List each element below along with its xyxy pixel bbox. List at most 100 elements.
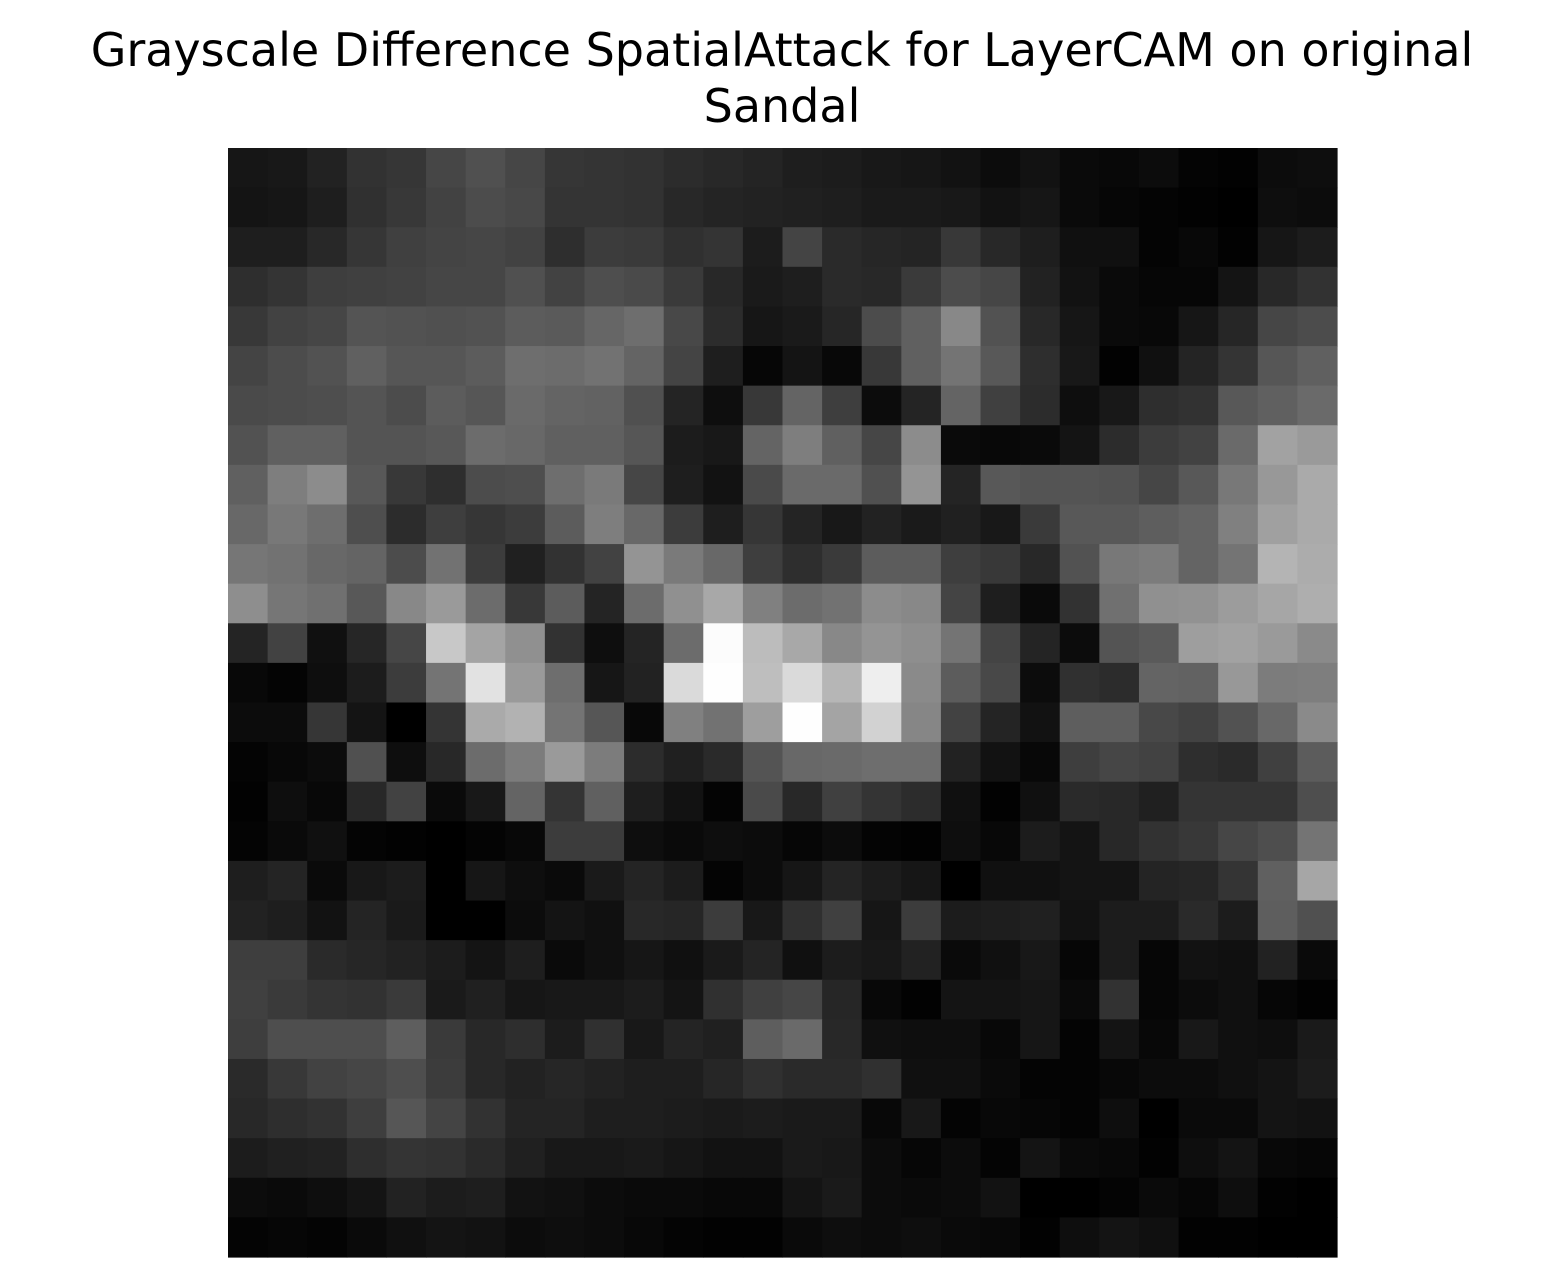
heatmap-cell-r9-c9	[584, 504, 625, 545]
heatmap-cell-r15-c23	[1138, 742, 1180, 783]
heatmap-cell-r22-c7	[505, 1019, 546, 1060]
heatmap-cell-r19-c8	[544, 900, 586, 941]
heatmap-cell-r18-c5	[426, 860, 467, 902]
heatmap-cell-r17-c2	[307, 821, 348, 862]
heatmap-cell-r26-c3	[346, 1177, 388, 1218]
heatmap-cell-r0-c18	[940, 148, 982, 189]
heatmap-cell-r12-c15	[822, 623, 863, 664]
chart-title: Grayscale Difference SpatialAttack for L…	[0, 22, 1564, 134]
heatmap-cell-r6-c6	[465, 385, 506, 426]
heatmap-cell-r10-c6	[465, 544, 506, 585]
heatmap-cell-r18-c13	[742, 860, 784, 902]
heatmap-cell-r1-c16	[861, 187, 902, 228]
heatmap-cell-r21-c20	[1020, 979, 1061, 1020]
heatmap-cell-r2-c22	[1099, 227, 1140, 268]
heatmap-cell-r24-c25	[1218, 1098, 1259, 1139]
heatmap-cell-r1-c9	[584, 187, 625, 228]
heatmap-cell-r8-c13	[742, 464, 784, 506]
heatmap-cell-r3-c25	[1218, 266, 1259, 308]
heatmap-cell-r12-c26	[1257, 623, 1298, 664]
heatmap-cell-r11-c26	[1257, 583, 1298, 624]
heatmap-cell-r8-c25	[1218, 464, 1259, 506]
heatmap-cell-r12-c2	[307, 623, 348, 664]
heatmap-cell-r20-c15	[822, 940, 863, 981]
heatmap-cell-r17-c19	[980, 821, 1021, 862]
heatmap-cell-r5-c0	[228, 346, 269, 387]
heatmap-cell-r17-c20	[1020, 821, 1061, 862]
heatmap-cell-r11-c15	[822, 583, 863, 624]
heatmap-cell-r13-c23	[1138, 662, 1180, 704]
heatmap-cell-r25-c3	[346, 1138, 388, 1179]
heatmap-cell-r4-c6	[465, 306, 506, 347]
heatmap-cell-r27-c26	[1257, 1217, 1298, 1258]
heatmap-cell-r11-c25	[1218, 583, 1259, 624]
heatmap-cell-r6-c21	[1059, 385, 1100, 426]
heatmap-cell-r0-c27	[1297, 148, 1338, 189]
heatmap-cell-r20-c10	[624, 940, 665, 981]
heatmap-cell-r25-c22	[1099, 1138, 1140, 1179]
heatmap-cell-r22-c19	[980, 1019, 1021, 1060]
heatmap-cell-r2-c18	[940, 227, 982, 268]
heatmap-cell-r27-c6	[465, 1217, 506, 1258]
heatmap-cell-r3-c22	[1099, 266, 1140, 308]
heatmap-cell-r7-c27	[1297, 425, 1338, 466]
heatmap-cell-r25-c24	[1178, 1138, 1219, 1179]
heatmap-cell-r23-c22	[1099, 1058, 1140, 1100]
heatmap-cell-r24-c27	[1297, 1098, 1338, 1139]
heatmap-cell-r10-c19	[980, 544, 1021, 585]
heatmap-cell-r6-c0	[228, 385, 269, 426]
heatmap-cell-r11-c1	[267, 583, 308, 624]
heatmap-cell-r13-c19	[980, 662, 1021, 704]
heatmap-cell-r7-c24	[1178, 425, 1219, 466]
heatmap-cell-r19-c15	[822, 900, 863, 941]
heatmap-cell-r19-c27	[1297, 900, 1338, 941]
heatmap-cell-r3-c11	[663, 266, 704, 308]
heatmap-cell-r9-c23	[1138, 504, 1180, 545]
heatmap-cell-r18-c23	[1138, 860, 1180, 902]
heatmap-cell-r11-c14	[782, 583, 823, 624]
heatmap-cell-r3-c17	[901, 266, 942, 308]
heatmap-cell-r14-c6	[465, 702, 506, 743]
heatmap-cell-r22-c0	[228, 1019, 269, 1060]
heatmap-cell-r15-c3	[346, 742, 388, 783]
heatmap-cell-r8-c0	[228, 464, 269, 506]
heatmap-cell-r3-c27	[1297, 266, 1338, 308]
heatmap-cell-r20-c3	[346, 940, 388, 981]
heatmap-cell-r19-c17	[901, 900, 942, 941]
heatmap-cell-r24-c14	[782, 1098, 823, 1139]
heatmap-cell-r27-c0	[228, 1217, 269, 1258]
heatmap-cell-r4-c10	[624, 306, 665, 347]
heatmap-cell-r6-c26	[1257, 385, 1298, 426]
heatmap-cell-r16-c24	[1178, 781, 1219, 822]
heatmap-cell-r16-c25	[1218, 781, 1259, 822]
heatmap-cell-r23-c4	[386, 1058, 427, 1100]
heatmap-cell-r14-c17	[901, 702, 942, 743]
heatmap-cell-r7-c21	[1059, 425, 1100, 466]
heatmap-cell-r0-c0	[228, 148, 269, 189]
heatmap-cell-r10-c10	[624, 544, 665, 585]
heatmap-cell-r22-c20	[1020, 1019, 1061, 1060]
heatmap-cell-r14-c3	[346, 702, 388, 743]
heatmap-cell-r23-c25	[1218, 1058, 1259, 1100]
heatmap-cell-r24-c15	[822, 1098, 863, 1139]
heatmap-cell-r6-c2	[307, 385, 348, 426]
heatmap-cell-r13-c21	[1059, 662, 1100, 704]
heatmap-cell-r12-c13	[742, 623, 784, 664]
heatmap-cell-r11-c13	[742, 583, 784, 624]
heatmap-cell-r1-c21	[1059, 187, 1100, 228]
heatmap-cell-r3-c9	[584, 266, 625, 308]
heatmap-cell-r21-c26	[1257, 979, 1298, 1020]
heatmap-cell-r21-c17	[901, 979, 942, 1020]
heatmap-cell-r12-c5	[426, 623, 467, 664]
heatmap-cell-r9-c24	[1178, 504, 1219, 545]
heatmap-cell-r3-c6	[465, 266, 506, 308]
heatmap-cell-r15-c19	[980, 742, 1021, 783]
heatmap-cell-r20-c7	[505, 940, 546, 981]
heatmap-cell-r8-c1	[267, 464, 308, 506]
heatmap-cell-r10-c3	[346, 544, 388, 585]
heatmap-cell-r25-c6	[465, 1138, 506, 1179]
heatmap-cell-r5-c4	[386, 346, 427, 387]
heatmap-cell-r11-c18	[940, 583, 982, 624]
heatmap-cell-r17-c17	[901, 821, 942, 862]
heatmap-cell-r25-c21	[1059, 1138, 1100, 1179]
